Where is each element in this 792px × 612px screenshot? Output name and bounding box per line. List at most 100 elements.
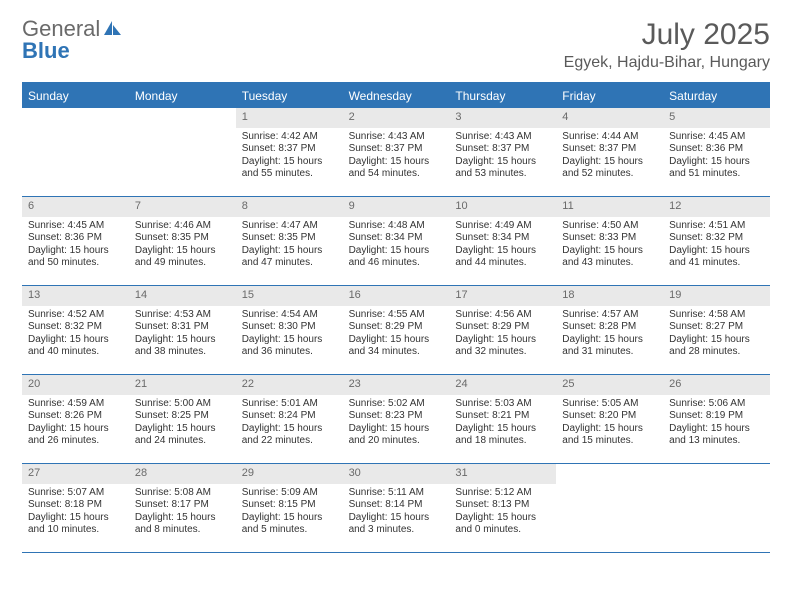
sunrise-text: Sunrise: 4:43 AM	[349, 131, 444, 144]
calendar-cell: 21Sunrise: 5:00 AMSunset: 8:25 PMDayligh…	[129, 375, 236, 463]
sunset-text: Sunset: 8:13 PM	[455, 499, 550, 512]
cell-body: Sunrise: 5:01 AMSunset: 8:24 PMDaylight:…	[236, 395, 343, 454]
daylight-text: Daylight: 15 hours and 26 minutes.	[28, 423, 123, 448]
calendar-cell: 8Sunrise: 4:47 AMSunset: 8:35 PMDaylight…	[236, 197, 343, 285]
cell-body: Sunrise: 4:51 AMSunset: 8:32 PMDaylight:…	[663, 217, 770, 276]
day-number: 31	[449, 464, 556, 484]
daylight-text: Daylight: 15 hours and 47 minutes.	[242, 245, 337, 270]
cell-body: Sunrise: 5:00 AMSunset: 8:25 PMDaylight:…	[129, 395, 236, 454]
daylight-text: Daylight: 15 hours and 49 minutes.	[135, 245, 230, 270]
cell-body: Sunrise: 4:57 AMSunset: 8:28 PMDaylight:…	[556, 306, 663, 365]
calendar-cell: 19Sunrise: 4:58 AMSunset: 8:27 PMDayligh…	[663, 286, 770, 374]
cell-body: Sunrise: 5:12 AMSunset: 8:13 PMDaylight:…	[449, 484, 556, 543]
cell-body: Sunrise: 4:59 AMSunset: 8:26 PMDaylight:…	[22, 395, 129, 454]
calendar-cell: 6Sunrise: 4:45 AMSunset: 8:36 PMDaylight…	[22, 197, 129, 285]
calendar-cell: 7Sunrise: 4:46 AMSunset: 8:35 PMDaylight…	[129, 197, 236, 285]
calendar-cell: 23Sunrise: 5:02 AMSunset: 8:23 PMDayligh…	[343, 375, 450, 463]
daylight-text: Daylight: 15 hours and 46 minutes.	[349, 245, 444, 270]
page-title: July 2025	[564, 18, 770, 52]
day-number: 19	[663, 286, 770, 306]
sunset-text: Sunset: 8:37 PM	[562, 143, 657, 156]
day-header: Monday	[129, 84, 236, 108]
day-header: Wednesday	[343, 84, 450, 108]
sunrise-text: Sunrise: 4:54 AM	[242, 309, 337, 322]
day-number: 9	[343, 197, 450, 217]
sunrise-text: Sunrise: 5:07 AM	[28, 487, 123, 500]
day-number: 20	[22, 375, 129, 395]
cell-body: Sunrise: 4:47 AMSunset: 8:35 PMDaylight:…	[236, 217, 343, 276]
daylight-text: Daylight: 15 hours and 41 minutes.	[669, 245, 764, 270]
sunset-text: Sunset: 8:31 PM	[135, 321, 230, 334]
calendar-cell: 13Sunrise: 4:52 AMSunset: 8:32 PMDayligh…	[22, 286, 129, 374]
sunrise-text: Sunrise: 5:11 AM	[349, 487, 444, 500]
sunrise-text: Sunrise: 4:53 AM	[135, 309, 230, 322]
day-number: 15	[236, 286, 343, 306]
sunset-text: Sunset: 8:29 PM	[455, 321, 550, 334]
day-number: 30	[343, 464, 450, 484]
calendar-cell: 11Sunrise: 4:50 AMSunset: 8:33 PMDayligh…	[556, 197, 663, 285]
sunrise-text: Sunrise: 4:49 AM	[455, 220, 550, 233]
sunrise-text: Sunrise: 5:02 AM	[349, 398, 444, 411]
day-header-row: Sunday Monday Tuesday Wednesday Thursday…	[22, 84, 770, 108]
sunset-text: Sunset: 8:37 PM	[455, 143, 550, 156]
calendar-cell	[129, 108, 236, 196]
sunrise-text: Sunrise: 4:45 AM	[669, 131, 764, 144]
sunrise-text: Sunrise: 4:48 AM	[349, 220, 444, 233]
calendar-cell: 9Sunrise: 4:48 AMSunset: 8:34 PMDaylight…	[343, 197, 450, 285]
calendar-cell: 30 Sunrise: 5:11 AMSunset: 8:14 PMDayligh…	[343, 464, 450, 552]
sunset-text: Sunset: 8:18 PM	[28, 499, 123, 512]
page-header: GeneralBlue July 2025 Egyek, Hajdu-Bihar…	[22, 18, 770, 72]
day-number: 3	[449, 108, 556, 128]
cell-body: Sunrise: 4:56 AMSunset: 8:29 PMDaylight:…	[449, 306, 556, 365]
sunset-text: Sunset: 8:36 PM	[669, 143, 764, 156]
sunset-text: Sunset: 8:29 PM	[349, 321, 444, 334]
calendar-cell: 10Sunrise: 4:49 AMSunset: 8:34 PMDayligh…	[449, 197, 556, 285]
daylight-text: Daylight: 15 hours and 18 minutes.	[455, 423, 550, 448]
sunset-text: Sunset: 8:21 PM	[455, 410, 550, 423]
daylight-text: Daylight: 15 hours and 52 minutes.	[562, 156, 657, 181]
sunset-text: Sunset: 8:24 PM	[242, 410, 337, 423]
day-number: 14	[129, 286, 236, 306]
sunset-text: Sunset: 8:25 PM	[135, 410, 230, 423]
cell-body: Sunrise: 4:48 AMSunset: 8:34 PMDaylight:…	[343, 217, 450, 276]
sunset-text: Sunset: 8:14 PM	[349, 499, 444, 512]
calendar-cell	[22, 108, 129, 196]
day-number: 18	[556, 286, 663, 306]
daylight-text: Daylight: 15 hours and 34 minutes.	[349, 334, 444, 359]
sunset-text: Sunset: 8:37 PM	[242, 143, 337, 156]
cell-body: Sunrise: 4:45 AMSunset: 8:36 PMDaylight:…	[22, 217, 129, 276]
cell-body: Sunrise: 4:52 AMSunset: 8:32 PMDaylight:…	[22, 306, 129, 365]
daylight-text: Daylight: 15 hours and 55 minutes.	[242, 156, 337, 181]
day-header: Saturday	[663, 84, 770, 108]
sunset-text: Sunset: 8:15 PM	[242, 499, 337, 512]
sunrise-text: Sunrise: 4:52 AM	[28, 309, 123, 322]
sunset-text: Sunset: 8:34 PM	[455, 232, 550, 245]
calendar-cell: 31Sunrise: 5:12 AMSunset: 8:13 PMDayligh…	[449, 464, 556, 552]
daylight-text: Daylight: 15 hours and 38 minutes.	[135, 334, 230, 359]
day-number: 13	[22, 286, 129, 306]
calendar-cell: 26Sunrise: 5:06 AMSunset: 8:19 PMDayligh…	[663, 375, 770, 463]
cell-body: Sunrise: 4:50 AMSunset: 8:33 PMDaylight:…	[556, 217, 663, 276]
calendar-cell	[556, 464, 663, 552]
sunrise-text: Sunrise: 4:56 AM	[455, 309, 550, 322]
daylight-text: Daylight: 15 hours and 3 minutes.	[349, 512, 444, 537]
day-number: 10	[449, 197, 556, 217]
day-header: Sunday	[22, 84, 129, 108]
cell-body: Sunrise: 4:54 AMSunset: 8:30 PMDaylight:…	[236, 306, 343, 365]
sunrise-text: Sunrise: 4:45 AM	[28, 220, 123, 233]
calendar-cell	[663, 464, 770, 552]
calendar-cell: 17Sunrise: 4:56 AMSunset: 8:29 PMDayligh…	[449, 286, 556, 374]
day-number: 7	[129, 197, 236, 217]
calendar-cell: 5Sunrise: 4:45 AMSunset: 8:36 PMDaylight…	[663, 108, 770, 196]
day-number: 16	[343, 286, 450, 306]
calendar-cell: 22Sunrise: 5:01 AMSunset: 8:24 PMDayligh…	[236, 375, 343, 463]
day-number: 26	[663, 375, 770, 395]
sunrise-text: Sunrise: 5:12 AM	[455, 487, 550, 500]
day-number: 25	[556, 375, 663, 395]
day-number: 4	[556, 108, 663, 128]
sunrise-text: Sunrise: 4:51 AM	[669, 220, 764, 233]
daylight-text: Daylight: 15 hours and 53 minutes.	[455, 156, 550, 181]
cell-body: Sunrise: 4:45 AMSunset: 8:36 PMDaylight:…	[663, 128, 770, 187]
day-number: 23	[343, 375, 450, 395]
day-number: 12	[663, 197, 770, 217]
